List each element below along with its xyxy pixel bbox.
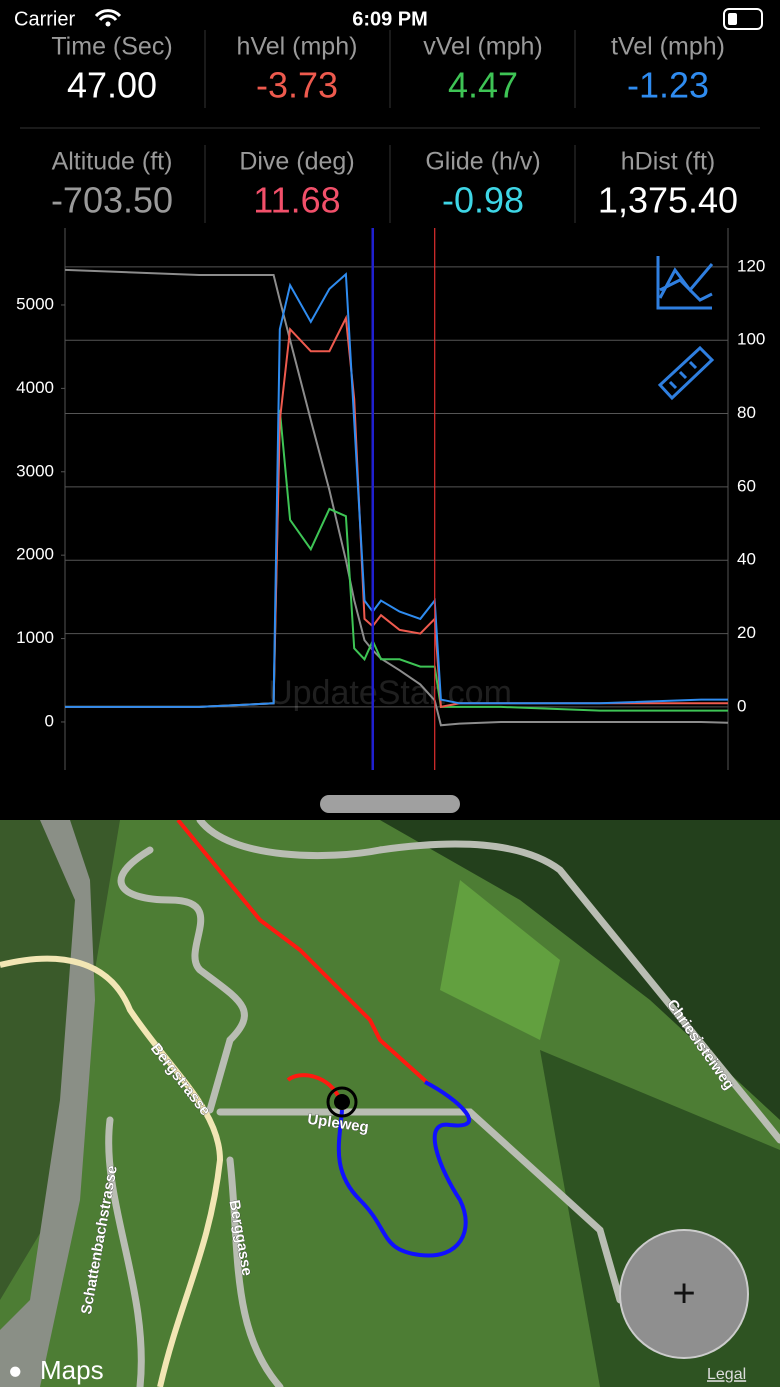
y2-tick-label: 80 bbox=[737, 403, 756, 422]
drag-handle[interactable] bbox=[320, 795, 460, 813]
y-tick-label: 0 bbox=[45, 711, 54, 730]
y2-tick-label: 60 bbox=[737, 476, 756, 495]
stats-grid: Time (Sec) 47.00 hVel (mph) -3.73 vVel (mph)… bbox=[51, 30, 738, 223]
maps-logo: Maps bbox=[40, 1355, 104, 1385]
y-tick-label: 3000 bbox=[16, 461, 54, 480]
clock: 6:09 PM bbox=[352, 8, 428, 30]
stat-value: -3.73 bbox=[256, 65, 338, 106]
stat-label: Time (Sec) bbox=[51, 33, 172, 61]
battery-level bbox=[728, 13, 737, 25]
stat-label: Altitude (ft) bbox=[52, 148, 173, 176]
stat-label: vVel (mph) bbox=[423, 33, 542, 61]
map-forest bbox=[380, 820, 780, 1120]
y-tick-label: 5000 bbox=[16, 294, 54, 313]
stat-label: hDist (ft) bbox=[621, 148, 715, 176]
stat-label: Glide (h/v) bbox=[425, 148, 540, 176]
series-line bbox=[65, 314, 728, 709]
position-marker bbox=[334, 1094, 350, 1110]
zoom-button-label[interactable]: + bbox=[672, 1272, 695, 1316]
battery bbox=[723, 8, 763, 30]
stat-label: tVel (mph) bbox=[611, 33, 725, 61]
y2-tick-label: 20 bbox=[737, 623, 756, 642]
stat-value: 1,375.40 bbox=[598, 180, 738, 221]
zoom-button[interactable] bbox=[619, 1229, 749, 1359]
track-red bbox=[286, 1073, 342, 1101]
stat-value: -703.50 bbox=[51, 180, 173, 221]
map-meadow bbox=[440, 880, 560, 1040]
apple-logo: ● bbox=[8, 1357, 23, 1384]
y-tick-label: 4000 bbox=[16, 378, 54, 397]
wifi-icon bbox=[94, 9, 122, 22]
y-tick-label: 1000 bbox=[16, 628, 54, 647]
chart-icon[interactable] bbox=[656, 256, 715, 401]
stat-value: 47.00 bbox=[67, 65, 157, 106]
map-roads bbox=[105, 816, 780, 1387]
stat-label: Dive (deg) bbox=[239, 148, 354, 176]
y-tick-label: 2000 bbox=[16, 545, 54, 564]
map[interactable]: Bergstrasse Chriesisteiweg Upleweg Schat… bbox=[0, 816, 780, 1387]
stat-value: 11.68 bbox=[253, 180, 340, 221]
position-marker bbox=[326, 1086, 358, 1118]
series-line bbox=[65, 272, 728, 708]
track-red bbox=[176, 818, 432, 1087]
stat-value: -0.98 bbox=[442, 180, 524, 221]
map-main-road bbox=[0, 955, 224, 1387]
series-line bbox=[64, 268, 729, 727]
chart[interactable]: 0 20 40 60 80 100 120 0 1000 2000 3000 4000 5000 Upda… bbox=[16, 228, 765, 770]
stat-label: hVel (mph) bbox=[237, 33, 358, 61]
stat-value: 4.47 bbox=[448, 65, 518, 106]
y2-tick-label: 40 bbox=[737, 550, 756, 569]
legal-link[interactable]: Legal bbox=[707, 1366, 746, 1383]
track-blue bbox=[336, 1080, 472, 1258]
y2-tick-label: 120 bbox=[737, 256, 765, 275]
y2-tick-label: 100 bbox=[737, 330, 765, 349]
wifi-icon bbox=[105, 21, 111, 27]
stat-value: -1.23 bbox=[627, 65, 709, 106]
carrier: Carrier bbox=[14, 8, 75, 30]
y2-tick-label: 0 bbox=[737, 696, 746, 715]
watermark: UpdateStar.com bbox=[268, 674, 512, 712]
